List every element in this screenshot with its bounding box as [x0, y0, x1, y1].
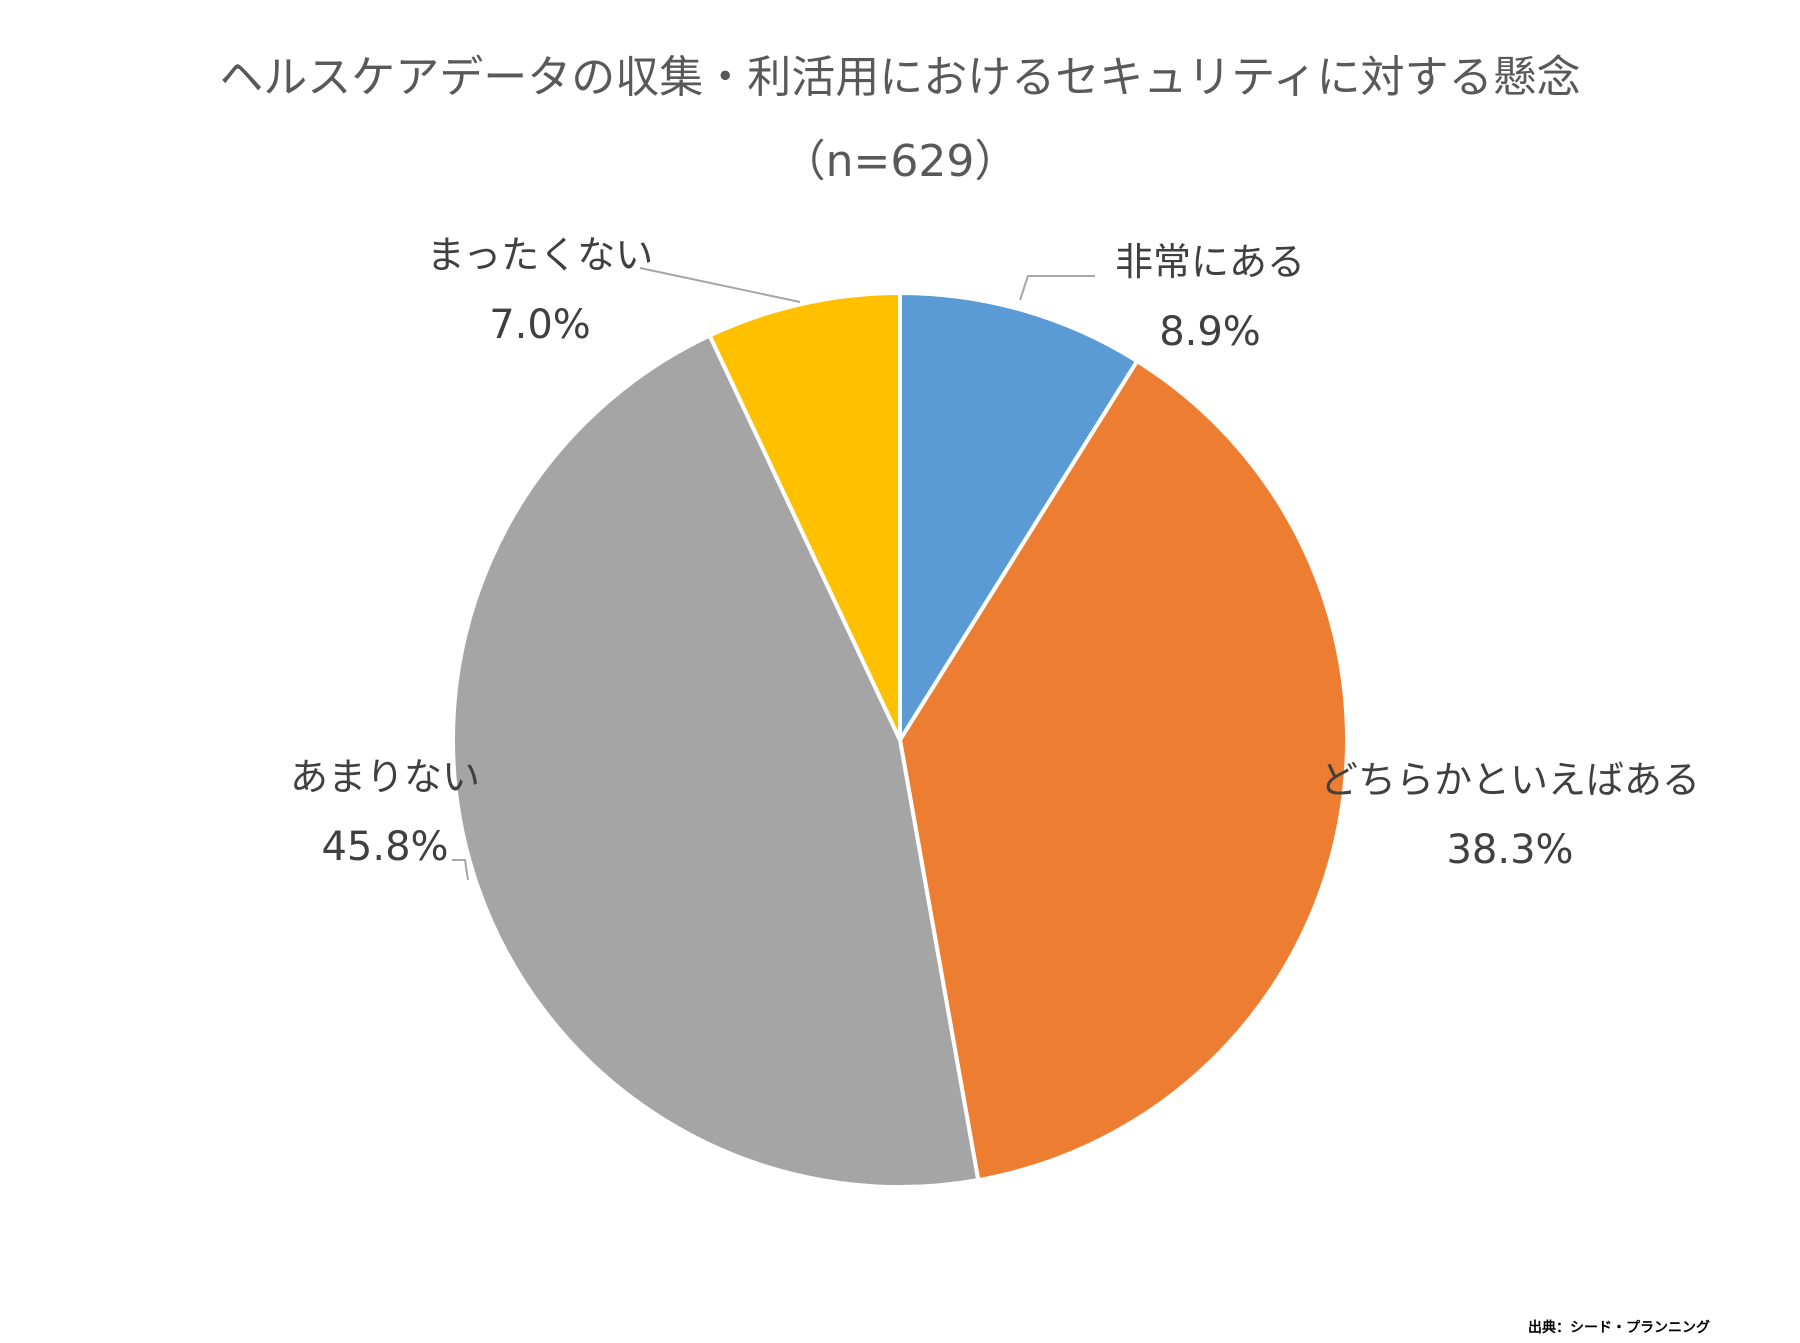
slice-labels: 非常にある 8.9% どちらかといえばある 38.3% あまりない 45.8% まったくない… [290, 233, 1700, 873]
pie-slices [450, 291, 1349, 1189]
chart-title: ヘルスケアデータの収集・利活用におけるセキュリティに対する懸念 [219, 52, 1580, 103]
pie-slice-2 [898, 359, 1349, 1183]
source-note: 出典：シード・プランニング [1528, 1319, 1710, 1336]
slice-value-2: 38.3% [1446, 827, 1573, 873]
leader-lines [452, 267, 1095, 881]
leader-line-4 [639, 267, 801, 303]
slice-value-4: 7.0% [489, 302, 591, 348]
slice-label-1: 非常にある [1115, 240, 1305, 284]
slice-label-4: まったくない [427, 233, 653, 277]
pie-slice-4 [707, 291, 902, 742]
slice-label-3: あまりない [290, 755, 480, 799]
slice-value-3: 45.8% [321, 824, 448, 870]
leader-line-3 [452, 859, 469, 881]
leader-line-1 [1019, 275, 1095, 301]
pie-slice-3 [450, 333, 981, 1189]
pie-slice-1 [898, 291, 1140, 742]
slice-value-1: 8.9% [1159, 309, 1261, 355]
chart-subtitle: （n=629） [782, 136, 1019, 187]
slice-label-2: どちらかといえばある [1320, 758, 1700, 802]
